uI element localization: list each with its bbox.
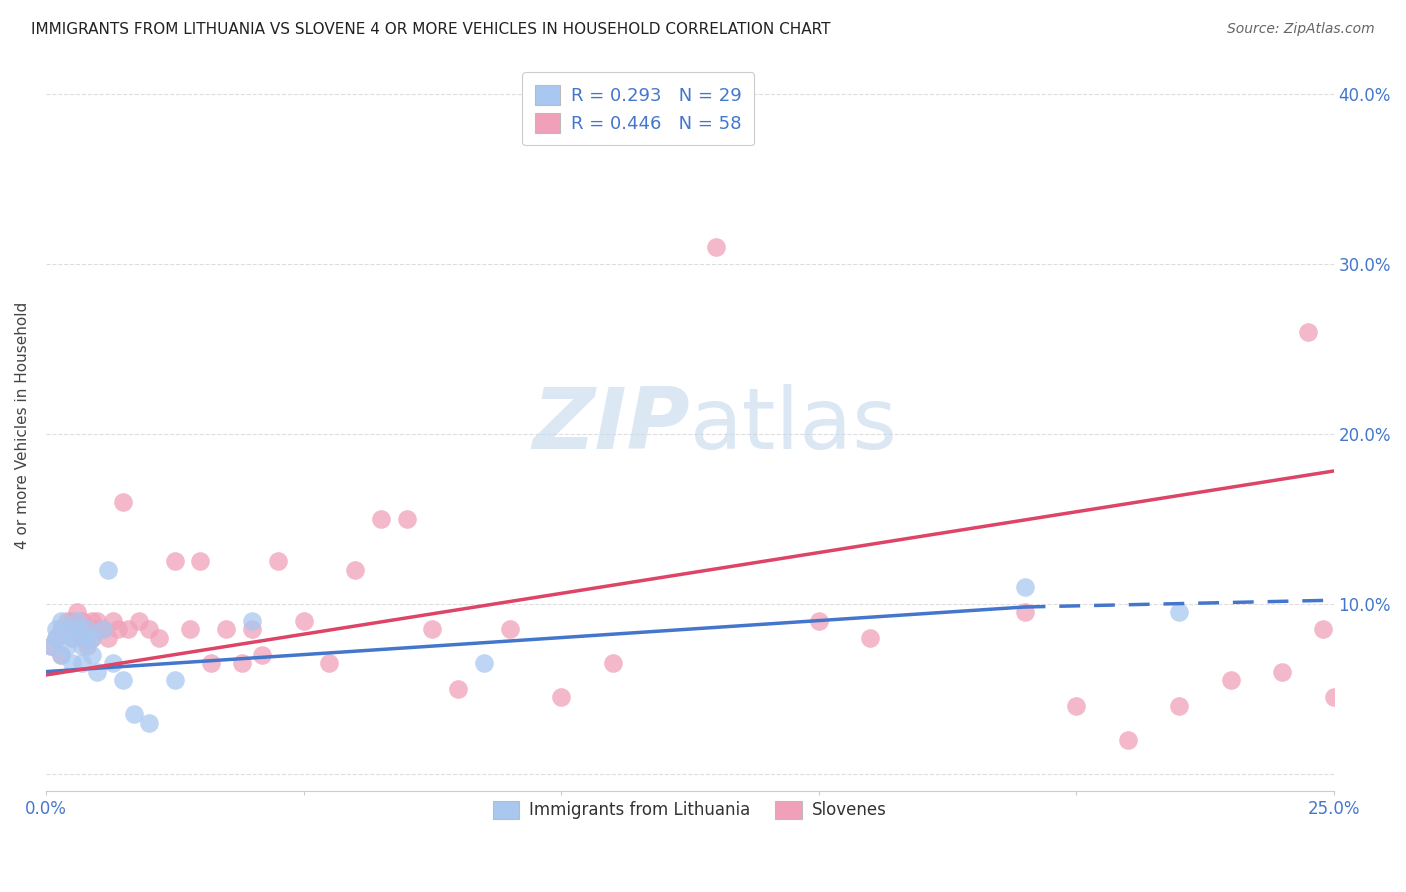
Point <box>1116 732 1139 747</box>
Point <box>292 614 315 628</box>
Point <box>1064 698 1087 713</box>
Point <box>55 622 77 636</box>
Point <box>91 622 114 636</box>
Point <box>51 614 73 628</box>
Point <box>318 656 340 670</box>
Point <box>39 639 62 653</box>
Point <box>420 622 443 636</box>
Text: ZIP: ZIP <box>533 384 690 467</box>
Legend: Immigrants from Lithuania, Slovenes: Immigrants from Lithuania, Slovenes <box>486 794 894 826</box>
Point <box>101 614 124 628</box>
Point <box>112 494 135 508</box>
Point <box>91 622 114 636</box>
Point <box>82 614 104 628</box>
Point <box>66 622 89 636</box>
Point <box>60 656 83 670</box>
Point <box>122 707 145 722</box>
Point <box>70 639 93 653</box>
Point <box>472 656 495 670</box>
Point <box>138 622 160 636</box>
Point <box>190 554 212 568</box>
Point <box>76 631 98 645</box>
Text: Source: ZipAtlas.com: Source: ZipAtlas.com <box>1227 22 1375 37</box>
Point <box>267 554 290 568</box>
Point <box>231 656 253 670</box>
Point <box>82 648 104 662</box>
Point <box>179 622 201 636</box>
Point <box>112 673 135 687</box>
Point <box>704 239 727 253</box>
Point <box>39 639 62 653</box>
Point <box>82 631 104 645</box>
Point <box>163 554 186 568</box>
Point <box>807 614 830 628</box>
Point <box>1168 698 1191 713</box>
Point <box>447 681 470 696</box>
Point <box>70 631 93 645</box>
Point <box>86 622 108 636</box>
Point <box>859 631 882 645</box>
Point <box>163 673 186 687</box>
Point <box>51 648 73 662</box>
Point <box>86 614 108 628</box>
Point <box>60 614 83 628</box>
Point <box>1296 325 1319 339</box>
Point <box>45 631 67 645</box>
Point <box>1219 673 1241 687</box>
Text: IMMIGRANTS FROM LITHUANIA VS SLOVENE 4 OR MORE VEHICLES IN HOUSEHOLD CORRELATION: IMMIGRANTS FROM LITHUANIA VS SLOVENE 4 O… <box>31 22 831 37</box>
Point <box>76 622 98 636</box>
Point <box>240 622 263 636</box>
Point <box>101 656 124 670</box>
Point <box>1333 732 1355 747</box>
Point <box>1323 690 1346 705</box>
Point <box>1014 605 1036 619</box>
Point <box>76 622 98 636</box>
Point <box>82 631 104 645</box>
Point <box>1312 622 1334 636</box>
Point <box>1014 580 1036 594</box>
Point <box>117 622 139 636</box>
Point <box>86 665 108 679</box>
Point <box>1271 665 1294 679</box>
Point <box>45 622 67 636</box>
Point <box>97 631 120 645</box>
Point <box>66 605 89 619</box>
Point <box>97 563 120 577</box>
Point <box>66 622 89 636</box>
Point <box>60 631 83 645</box>
Point <box>395 511 418 525</box>
Point <box>138 715 160 730</box>
Point <box>240 614 263 628</box>
Point <box>70 614 93 628</box>
Point <box>370 511 392 525</box>
Point <box>51 648 73 662</box>
Point <box>343 563 366 577</box>
Point <box>66 614 89 628</box>
Point <box>107 622 129 636</box>
Point <box>55 614 77 628</box>
Point <box>60 631 83 645</box>
Point <box>550 690 572 705</box>
Point <box>602 656 624 670</box>
Y-axis label: 4 or more Vehicles in Household: 4 or more Vehicles in Household <box>15 301 30 549</box>
Text: atlas: atlas <box>690 384 898 467</box>
Point <box>76 639 98 653</box>
Point <box>70 656 93 670</box>
Point <box>1168 605 1191 619</box>
Point <box>215 622 238 636</box>
Point <box>55 639 77 653</box>
Point <box>128 614 150 628</box>
Point <box>498 622 520 636</box>
Point <box>200 656 222 670</box>
Point <box>252 648 274 662</box>
Point <box>51 622 73 636</box>
Point <box>45 631 67 645</box>
Point <box>148 631 170 645</box>
